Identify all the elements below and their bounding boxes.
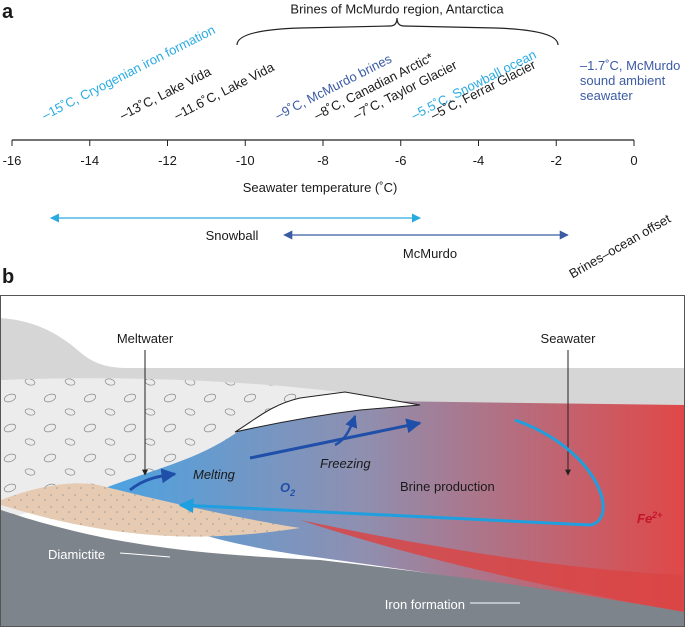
label: Fe2+ — [637, 510, 663, 526]
label: Fe — [637, 511, 652, 526]
brace-title: Brines of McMurdo region, Antarctica — [290, 1, 504, 16]
panel-label: a — [2, 1, 14, 23]
x-tick-label: -10 — [236, 153, 255, 168]
annotation: –1.7˚C, McMurdo — [580, 58, 680, 73]
x-tick-label: -12 — [158, 153, 177, 168]
label: Freezing — [320, 456, 371, 471]
panel-a: a Brines of McMurdo region, Antarctica -… — [2, 1, 680, 281]
x-tick-label: -16 — [3, 153, 22, 168]
circulation-arrow — [178, 418, 605, 527]
label: Melting — [193, 467, 236, 482]
x-tick-label: -6 — [395, 153, 407, 168]
cavity — [234, 391, 421, 433]
annotation: seawater — [580, 88, 633, 103]
x-tick-label: -2 — [550, 153, 562, 168]
diamictite-dots — [1, 483, 300, 537]
x-tick-label: -8 — [317, 153, 329, 168]
x-tick-label: 0 — [630, 153, 637, 168]
label: O — [280, 480, 290, 495]
brace — [236, 17, 559, 46]
label: Iron formation — [385, 597, 465, 612]
sky — [1, 296, 684, 368]
annotation: –11.6˚C, Lake Vida — [172, 59, 278, 123]
freezing-up-arrow — [334, 414, 358, 447]
label: Brine production — [400, 479, 495, 494]
melting-arrow — [129, 468, 177, 492]
panel-b: b Meltwater Seawater Melting Freezing O2… — [0, 266, 685, 627]
freezing-arrow — [249, 418, 422, 460]
annotation: sound ambient — [580, 73, 666, 88]
label: Diamictite — [48, 547, 105, 562]
offset-label: Brines–ocean offset — [566, 211, 673, 282]
x-tick-label: -4 — [473, 153, 485, 168]
axis-title: Seawater temperature (˚C) — [243, 180, 398, 195]
bedrock — [1, 510, 684, 626]
range-label: McMurdo — [403, 246, 457, 261]
iron-layer — [300, 520, 684, 612]
label: 2 — [289, 488, 295, 498]
label: O2 — [280, 480, 295, 498]
label: Seawater — [541, 331, 597, 346]
panel-label: b — [2, 266, 14, 288]
water — [100, 400, 684, 612]
range-label: Snowball — [206, 228, 259, 243]
label: Meltwater — [117, 331, 174, 346]
leader — [119, 552, 171, 558]
x-tick-label: -14 — [80, 153, 99, 168]
label: 2+ — [651, 510, 663, 520]
